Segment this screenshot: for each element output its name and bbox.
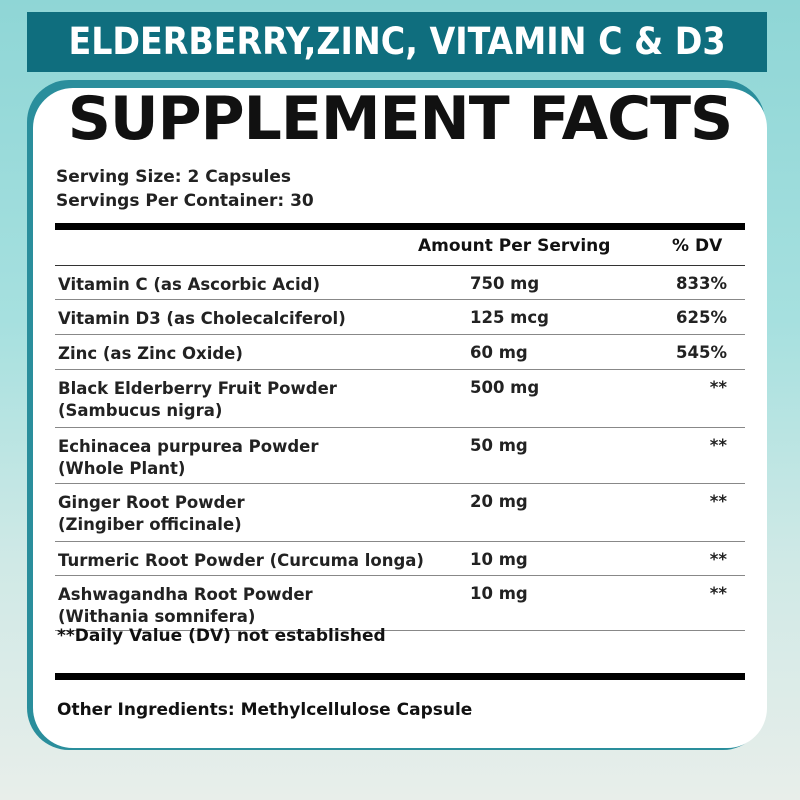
ingredient-name: Echinacea purpurea Powder (Whole Plant)	[58, 437, 319, 478]
ingredient-dv: **	[709, 584, 727, 603]
ingredient-dv: 833%	[676, 274, 727, 293]
divider	[55, 673, 745, 680]
table-row: Turmeric Root Powder (Curcuma longa) 10 m…	[55, 542, 745, 576]
ingredient-dv: **	[709, 492, 727, 511]
ingredient-name: Black Elderberry Fruit Powder (Sambucus …	[58, 379, 337, 420]
divider	[55, 223, 745, 230]
ingredient-amount: 500 mg	[470, 378, 540, 397]
table-row: Vitamin D3 (as Cholecalciferol) 125 mcg 62…	[55, 300, 745, 335]
ingredient-dv: 625%	[676, 308, 727, 327]
ingredient-dv: 545%	[676, 343, 727, 362]
facts-card	[33, 88, 767, 748]
footnote: **Daily Value (DV) not established	[57, 626, 386, 646]
ingredient-dv: **	[709, 378, 727, 397]
product-banner: ELDERBERRY,ZINC, VITAMIN C & D3	[27, 12, 767, 72]
table-row: Ginger Root Powder (Zingiber officinale)…	[55, 484, 745, 542]
ingredient-name: Ashwagandha Root Powder (Withania somnif…	[58, 585, 313, 626]
page-title: SUPPLEMENT FACTS	[67, 84, 734, 154]
ingredient-name: Turmeric Root Powder (Curcuma longa)	[58, 551, 424, 570]
ingredient-amount: 20 mg	[470, 492, 528, 511]
ingredient-amount: 750 mg	[470, 274, 540, 293]
amount-header: Amount Per Serving	[418, 236, 611, 256]
table-row: Zinc (as Zinc Oxide) 60 mg 545%	[55, 335, 745, 370]
table-row: Ashwagandha Root Powder (Withania somnif…	[55, 576, 745, 631]
ingredient-amount: 50 mg	[470, 436, 528, 455]
ingredient-dv: **	[709, 436, 727, 455]
serving-size: Serving Size: 2 Capsules	[56, 167, 292, 187]
ingredient-amount: 10 mg	[470, 550, 528, 569]
table-row: Echinacea purpurea Powder (Whole Plant) 5…	[55, 428, 745, 484]
facts-table: Vitamin C (as Ascorbic Acid) 750 mg 833% Vi…	[55, 265, 745, 631]
ingredient-name: Vitamin D3 (as Cholecalciferol)	[58, 309, 346, 328]
other-ingredients: Other Ingredients: Methylcellulose Capsu…	[57, 700, 473, 720]
table-row: Vitamin C (as Ascorbic Acid) 750 mg 833%	[55, 266, 745, 300]
ingredient-name: Ginger Root Powder (Zingiber officinale)	[58, 493, 245, 534]
ingredient-name: Zinc (as Zinc Oxide)	[58, 344, 243, 363]
dv-header: % DV	[672, 236, 723, 256]
servings-per-container: Servings Per Container: 30	[56, 191, 314, 211]
table-row: Black Elderberry Fruit Powder (Sambucus …	[55, 370, 745, 428]
ingredient-amount: 10 mg	[470, 584, 528, 603]
ingredient-amount: 125 mcg	[470, 308, 549, 327]
ingredient-dv: **	[709, 550, 727, 569]
ingredient-amount: 60 mg	[470, 343, 528, 362]
ingredient-name: Vitamin C (as Ascorbic Acid)	[58, 275, 320, 294]
